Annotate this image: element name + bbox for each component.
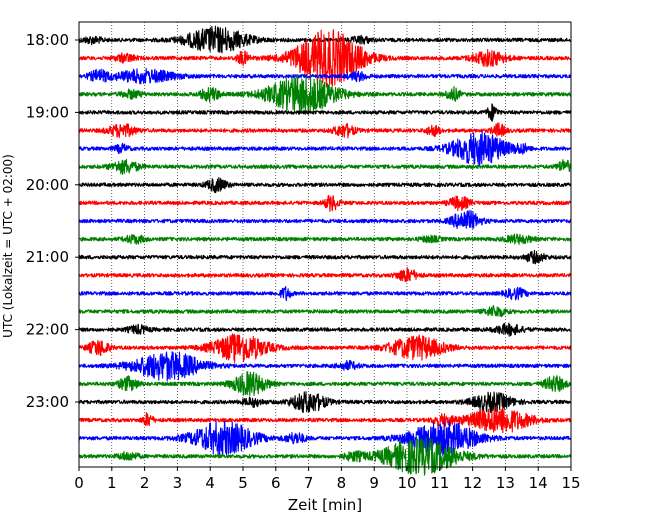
x-tick-label: 2 — [140, 474, 150, 492]
x-axis: 0 1 2 3 4 5 6 7 8 9 10 11 12 13 14 15 — [74, 467, 581, 492]
trace-line-2300 — [78, 391, 572, 414]
trace-line-2115 — [78, 266, 572, 283]
grid-layer — [111, 22, 539, 467]
x-tick-label: 6 — [271, 474, 281, 492]
trace-line-1900 — [78, 103, 572, 122]
trace-line-2245 — [78, 371, 572, 396]
x-tick-label: 15 — [561, 474, 580, 492]
trace-line-1845 — [78, 74, 572, 114]
x-tick-label: 11 — [430, 474, 449, 492]
traces-layer — [78, 25, 572, 476]
trace-line-2345 — [78, 437, 572, 476]
x-tick-label: 12 — [463, 474, 482, 492]
y-tick-label: 21:00 — [26, 248, 69, 266]
trace-line-1830 — [78, 67, 572, 85]
trace-line-1915 — [78, 122, 572, 139]
x-tick-label: 14 — [529, 474, 548, 492]
trace-line-2145 — [78, 304, 572, 318]
trace-line-1815 — [78, 29, 572, 88]
trace-line-2045 — [78, 233, 572, 246]
y-tick-label: 20:00 — [26, 176, 69, 194]
y-tick-label: 22:00 — [26, 321, 69, 339]
trace-line-2000 — [78, 177, 572, 194]
y-axis: 18:00 19:00 20:00 21:00 22:00 23:00 — [26, 31, 79, 411]
x-tick-label: 7 — [304, 474, 314, 492]
x-axis-label: Zeit [min] — [288, 496, 362, 514]
trace-line-2030 — [78, 210, 572, 230]
trace-line-2200 — [78, 322, 572, 337]
x-tick-label: 9 — [369, 474, 379, 492]
trace-line-2315 — [78, 405, 572, 434]
trace-line-1945 — [78, 158, 572, 175]
x-tick-label: 13 — [496, 474, 515, 492]
trace-line-2230 — [78, 351, 572, 382]
x-tick-label: 8 — [337, 474, 347, 492]
trace-line-2100 — [78, 249, 572, 265]
x-tick-label: 1 — [107, 474, 117, 492]
trace-line-2215 — [78, 333, 572, 364]
x-tick-label: 4 — [205, 474, 215, 492]
plot-frame — [78, 21, 572, 468]
y-tick-label: 19:00 — [26, 103, 69, 121]
x-tick-label: 10 — [397, 474, 416, 492]
trace-line-2130 — [78, 286, 572, 302]
trace-line-1930 — [78, 130, 572, 168]
y-tick-label: 23:00 — [26, 393, 69, 411]
y-tick-label: 18:00 — [26, 31, 69, 49]
x-tick-label: 0 — [74, 474, 84, 492]
trace-line-2015 — [78, 194, 572, 213]
x-tick-label: 5 — [238, 474, 248, 492]
trace-line-2330 — [78, 419, 572, 456]
y-axis-label: UTC (Lokalzeit = UTC + 02:00) — [1, 154, 15, 338]
x-tick-label: 3 — [173, 474, 183, 492]
